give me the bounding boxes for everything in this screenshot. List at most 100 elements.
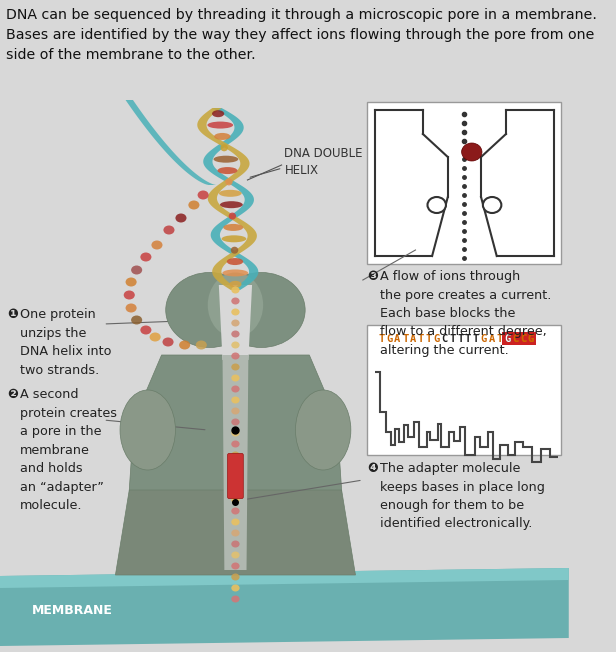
Ellipse shape [198,190,209,200]
Ellipse shape [231,342,240,349]
Ellipse shape [231,374,240,381]
Text: C: C [512,334,518,344]
Text: DNA DOUBLE
HELIX: DNA DOUBLE HELIX [285,147,363,177]
Text: G: G [480,334,487,344]
Ellipse shape [231,529,240,537]
Ellipse shape [126,278,137,286]
Ellipse shape [126,303,137,312]
FancyBboxPatch shape [368,102,561,264]
Text: T: T [418,334,424,344]
Text: T: T [426,334,432,344]
Text: ❷: ❷ [7,388,18,401]
Ellipse shape [179,340,190,349]
Ellipse shape [231,331,240,338]
Ellipse shape [231,396,240,404]
Text: G: G [504,334,511,344]
Text: C: C [512,334,518,344]
Ellipse shape [163,226,174,235]
Ellipse shape [221,144,228,151]
Ellipse shape [217,273,305,348]
Ellipse shape [223,224,243,231]
Text: ❸: ❸ [368,270,378,283]
Ellipse shape [231,595,240,602]
Text: T: T [457,334,463,344]
Ellipse shape [231,430,240,436]
Ellipse shape [231,319,240,327]
Text: A flow of ions through
the pore creates a current.
Each base blocks the
flow to : A flow of ions through the pore creates … [381,270,552,357]
Ellipse shape [140,325,152,334]
Text: ❹: ❹ [368,462,378,475]
Polygon shape [0,568,569,588]
Ellipse shape [231,584,240,591]
Text: G: G [528,334,534,344]
Ellipse shape [231,563,240,569]
Text: ❶: ❶ [7,308,18,321]
Text: C: C [520,334,526,344]
Text: A second
protein creates
a pore in the
membrane
and holds
an “adapter”
molecule.: A second protein creates a pore in the m… [20,388,117,512]
Text: The adapter molecule
keeps bases in place long
enough for them to be
identified : The adapter molecule keeps bases in plac… [381,462,545,531]
Ellipse shape [217,167,238,174]
Ellipse shape [188,201,200,209]
Text: A: A [410,334,416,344]
Polygon shape [129,355,342,570]
FancyBboxPatch shape [502,332,535,345]
Text: A: A [488,334,495,344]
Polygon shape [222,355,248,570]
Ellipse shape [163,338,174,346]
Ellipse shape [231,364,240,370]
Ellipse shape [212,110,224,117]
Ellipse shape [231,552,240,559]
Text: MEMBRANE: MEMBRANE [32,604,113,617]
Ellipse shape [196,340,207,349]
Ellipse shape [231,385,240,393]
Ellipse shape [231,286,240,293]
Ellipse shape [227,258,243,265]
Ellipse shape [231,518,240,526]
Ellipse shape [231,419,240,426]
Ellipse shape [214,156,238,163]
Text: G: G [386,334,392,344]
Ellipse shape [120,390,176,470]
Ellipse shape [131,316,142,325]
Text: T: T [379,334,385,344]
Ellipse shape [131,265,142,274]
Text: T: T [496,334,503,344]
Ellipse shape [231,308,240,316]
Ellipse shape [219,190,241,197]
Ellipse shape [231,451,240,458]
Text: A: A [394,334,400,344]
Text: C: C [520,334,526,344]
Polygon shape [0,568,569,646]
Ellipse shape [428,197,446,213]
Ellipse shape [225,179,233,185]
Polygon shape [115,490,355,575]
Ellipse shape [231,541,240,548]
Ellipse shape [231,408,240,415]
Text: G: G [528,334,534,344]
Ellipse shape [483,197,501,213]
Ellipse shape [208,273,263,338]
Ellipse shape [231,353,240,359]
FancyBboxPatch shape [368,325,561,455]
Text: G: G [434,334,440,344]
Ellipse shape [208,121,233,128]
Ellipse shape [231,246,238,254]
Text: C: C [441,334,448,344]
Ellipse shape [140,252,152,261]
Ellipse shape [231,507,240,514]
Ellipse shape [150,333,161,342]
Ellipse shape [231,497,240,503]
Ellipse shape [231,574,240,580]
Text: DNA can be sequenced by threading it through a microscopic pore in a membrane.
B: DNA can be sequenced by threading it thr… [6,8,596,62]
Ellipse shape [229,213,236,220]
Ellipse shape [152,241,163,250]
Polygon shape [219,285,252,360]
Ellipse shape [231,297,240,304]
Text: T: T [449,334,455,344]
Text: G: G [504,334,511,344]
Text: One protein
unzips the
DNA helix into
two strands.: One protein unzips the DNA helix into tw… [20,308,112,376]
Ellipse shape [166,273,253,348]
Ellipse shape [231,441,240,447]
Ellipse shape [461,143,482,161]
Text: T: T [465,334,471,344]
